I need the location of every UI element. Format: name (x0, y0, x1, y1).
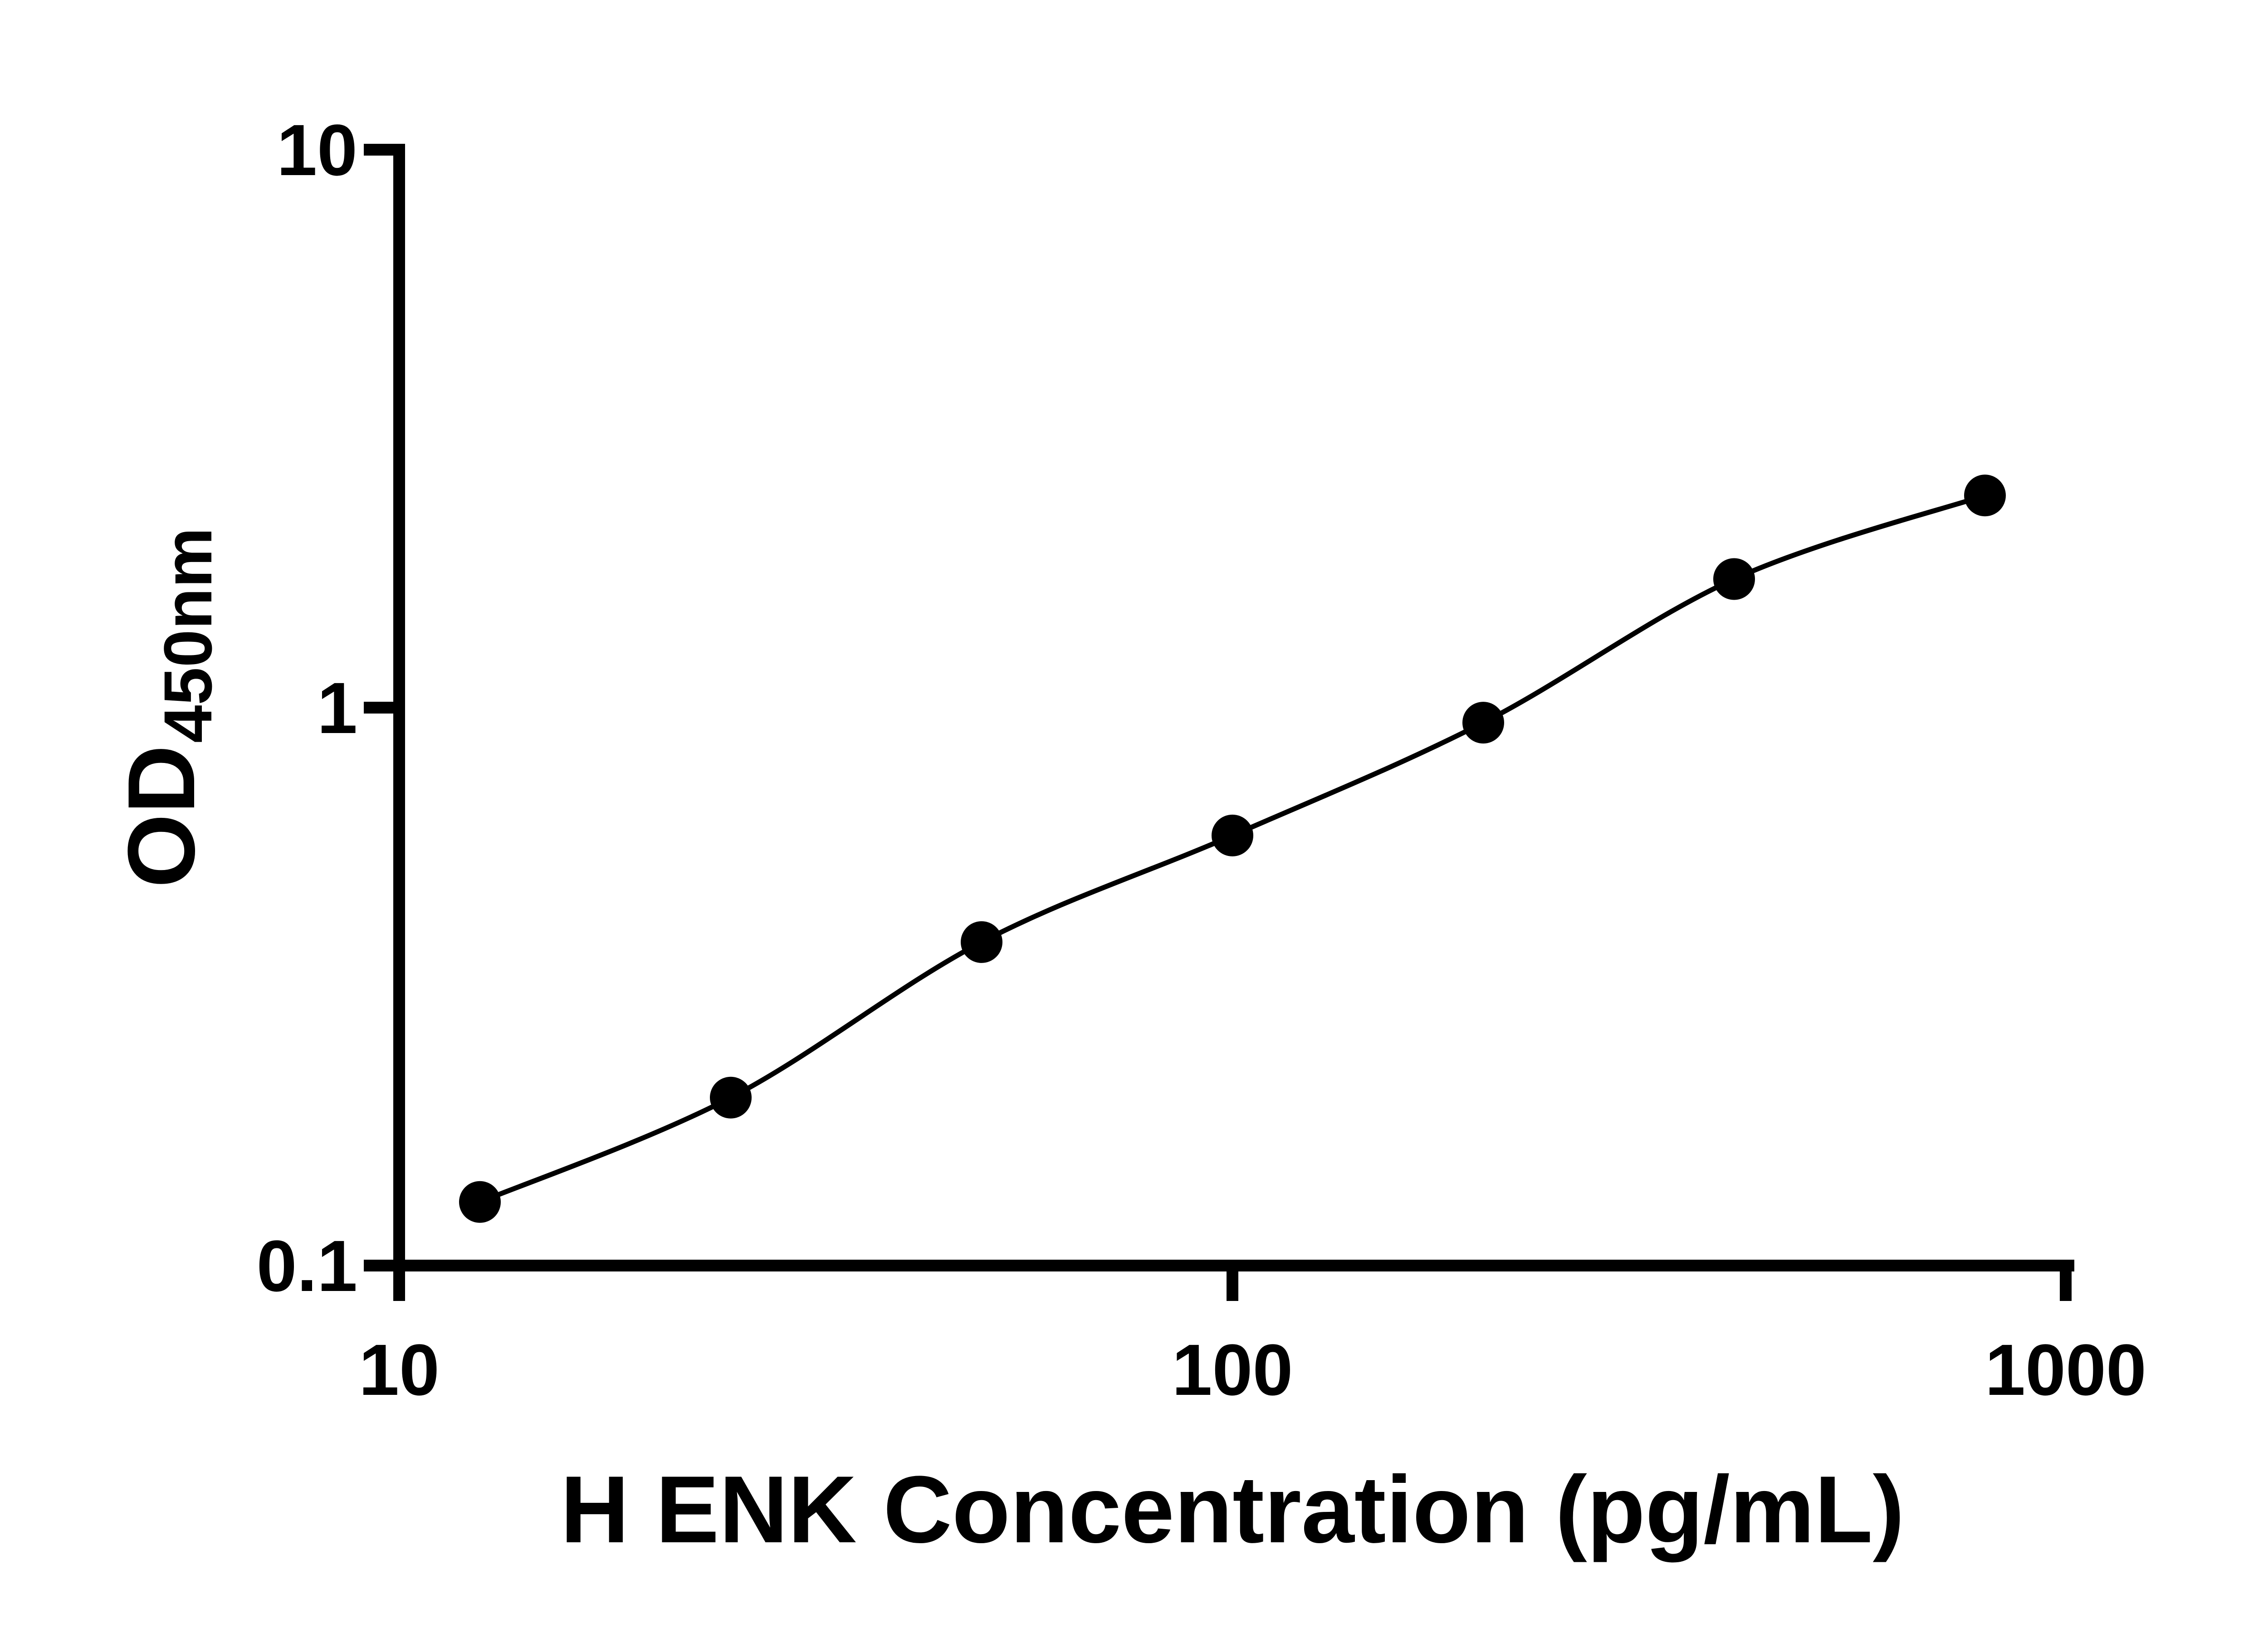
y-axis-title-main: OD (108, 745, 215, 888)
y-tick-label: 0.1 (257, 1225, 357, 1306)
axes (393, 144, 2074, 1271)
y-axis-title-subscript: 450nm (150, 528, 226, 743)
data-point (1964, 474, 2006, 517)
x-axis-title: H ENK Concentration (pg/mL) (560, 1456, 1904, 1563)
data-point (710, 1076, 752, 1119)
plot-series (459, 474, 2006, 1223)
x-tick-label: 10 (359, 1329, 440, 1410)
x-tick-label: 1000 (1985, 1329, 2146, 1410)
axis-frame (393, 144, 2074, 1271)
data-point (1212, 814, 1253, 856)
data-point (1713, 558, 1755, 600)
y-axis-title: OD 450nm (108, 528, 226, 888)
y-tick-label: 1 (317, 667, 357, 748)
data-point (1462, 702, 1504, 744)
data-point (459, 1181, 501, 1223)
data-point (961, 921, 1002, 963)
tick-marks-and-labels: 10 100 1000 0.1 1 10 (257, 109, 2146, 1410)
x-tick-label: 100 (1172, 1329, 1293, 1410)
y-tick-label: 10 (277, 109, 357, 191)
